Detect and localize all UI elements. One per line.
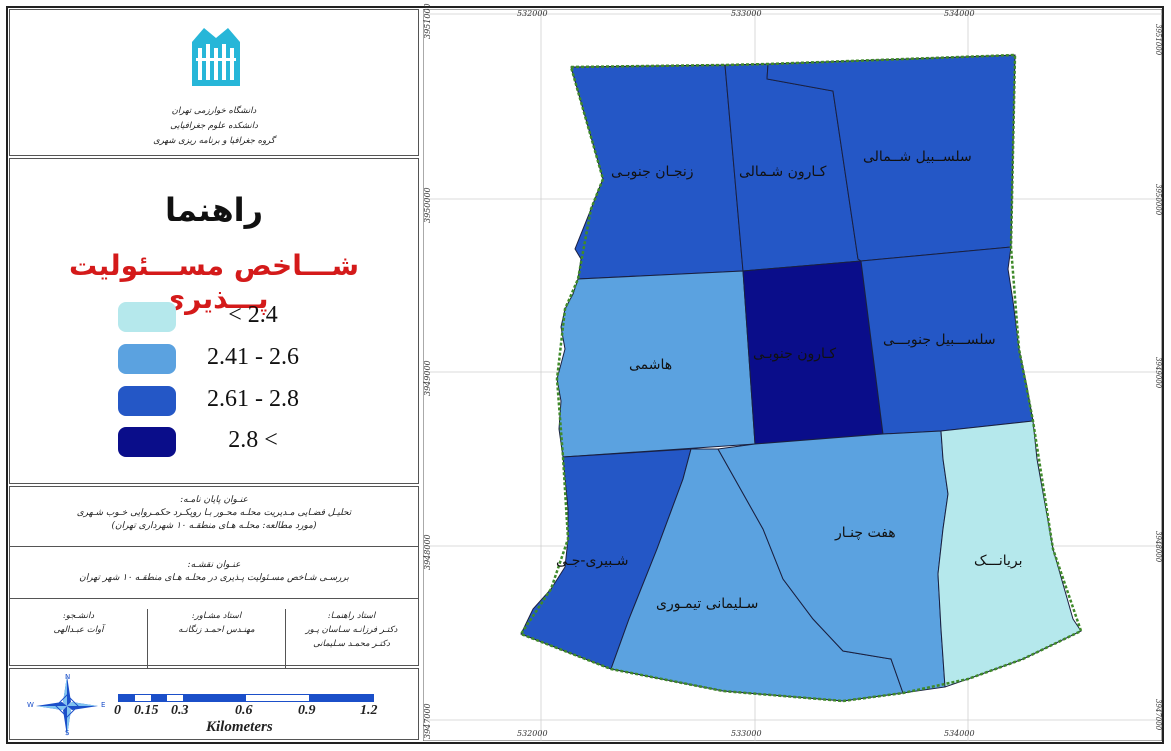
supervisor-box: استاد راهنمـا: دکتـر فرزانـه سـاسان پـور… — [284, 609, 419, 684]
label-hashemi: هاشمی — [629, 357, 673, 373]
legend-subtitle: شـــاخص مســـئولیت پـــذیری — [69, 249, 359, 315]
grid-x-top-2: 533000 — [731, 9, 762, 18]
label-salsabil-shomali: سلســبیل شــمالی — [863, 149, 972, 165]
thesis-line-2: (مورد مطالعه: محلـه هـای منطقـه ۱۰ شهردا… — [111, 521, 317, 531]
advisor-name: مهنـدس احمـد زنگانـه — [178, 625, 255, 635]
legend-title: راهنما — [164, 191, 264, 229]
advisor-box: استاد مشـاور: مهنـدس احمـد زنگانـه — [147, 609, 286, 684]
legend-swatch-4 — [118, 427, 176, 457]
legend-label-4: 2.8 < — [228, 427, 278, 453]
title-block-panel: دانشگاه خوارزمی تهران دانشکده علوم جغراف… — [9, 9, 419, 156]
thesis-title-box: عنـوان پایان نامـه: تحلیـل فضـایی مـدیری… — [10, 487, 418, 547]
scale-tick-1: 0.15 — [134, 703, 159, 718]
grid-x-top-1: 532000 — [517, 9, 548, 18]
grid-y-left-2: 3950000 — [423, 187, 432, 223]
legend-swatch-1 — [118, 302, 176, 332]
compass-rose-icon — [36, 676, 98, 736]
legend-label-2: 2.41 - 2.6 — [207, 344, 299, 370]
legend-label-1: < 2.4 — [228, 302, 278, 328]
label-karoun-shomali: کـارون شـمالی — [739, 164, 827, 180]
grid-y-left-5: 3947000 — [423, 703, 432, 739]
info-panel: عنـوان پایان نامـه: تحلیـل فضـایی مـدیری… — [9, 486, 419, 684]
label-shobeiri-ji: شـبیری-جـی — [556, 553, 629, 569]
scale-tick-5: 1.2 — [360, 703, 378, 718]
grid-y-right-5: 3947000 — [1154, 699, 1162, 731]
scale-bar — [118, 694, 374, 702]
legend-swatch-2 — [118, 344, 176, 374]
legend-label-3: 2.61 - 2.8 — [207, 386, 299, 412]
map-title-heading: عنـوان نقشـه: — [187, 560, 241, 570]
thesis-line-1: تحلیـل فضـایی مـدیریت محلـه محـور بـا رو… — [76, 508, 352, 518]
legend-panel: راهنما شـــاخص مســـئولیت پـــذیری < 2.4… — [9, 158, 419, 484]
student-name: آوات عبـدالهی — [53, 625, 104, 635]
grid-y-right-3: 3949000 — [1154, 357, 1162, 389]
label-salsabil-jonoubi: سلســـبیل جنوبـــی — [883, 332, 996, 348]
faculty-name: دانشکده علوم جغرافیایی — [170, 121, 258, 131]
grid-x-bottom-2: 533000 — [731, 729, 762, 738]
legend-swatch-3 — [118, 386, 176, 416]
university-logo — [192, 28, 240, 86]
grid-y-left-4: 3948000 — [423, 534, 432, 570]
label-baryanak: بریانـــک — [974, 553, 1023, 569]
grid-x-bottom-3: 534000 — [944, 729, 975, 738]
student-role: دانشـجو: — [62, 611, 95, 621]
university-name: دانشگاه خوارزمی تهران — [171, 106, 257, 116]
advisor-role: استاد مشـاور: — [191, 611, 242, 621]
thesis-heading: عنـوان پایان نامـه: — [180, 495, 248, 505]
grid-y-left-3: 3949000 — [423, 360, 432, 396]
grid-x-top-3: 534000 — [944, 9, 975, 18]
label-soleimani-teymouri: سـلیمانی تیمـوری — [656, 596, 759, 612]
student-box: دانشـجو: آوات عبـدالهی — [10, 609, 147, 684]
map-title-box: عنـوان نقشـه: بررسـی شـاخص مسـئولیت پـذی… — [10, 547, 418, 599]
scale-tick-4: 0.9 — [298, 703, 316, 718]
neighborhood-map — [423, 9, 1162, 741]
grid-y-left-1: 3951000 — [423, 3, 432, 39]
label-haft-chenar: هفت چنـار — [835, 525, 896, 541]
supervisor-role: استاد راهنمـا: — [327, 611, 376, 621]
scale-unit: Kilometers — [206, 719, 273, 735]
compass-east-label: E — [101, 701, 106, 709]
label-karoun-jonoubi: کـارون جنوبـی — [753, 346, 837, 362]
scale-tick-0: 0 — [114, 703, 121, 718]
supervisor-name-2: دکتـر محمـد سـلیمانی — [313, 639, 390, 649]
compass-south-label: S — [65, 729, 70, 737]
scale-panel: N S W E 0 0.15 0.3 0.6 0.9 1.2 Kilometer… — [9, 668, 419, 740]
scale-tick-2: 0.3 — [171, 703, 189, 718]
supervisor-name-1: دکتـر فرزانـه سـاسان پـور — [305, 625, 398, 635]
grid-y-right-1: 3951000 — [1154, 24, 1162, 56]
grid-y-right-2: 3950000 — [1154, 184, 1162, 216]
map-frame — [6, 6, 1164, 744]
compass-north-label: N — [65, 673, 71, 681]
department-name: گروه جغرافیا و برنامه ریزی شهری — [153, 136, 275, 146]
grid-x-bottom-1: 532000 — [517, 729, 548, 738]
map-title-line-1: بررسـی شـاخص مسـئولیت پـذیری در محلـه هـ… — [79, 573, 349, 583]
grid-y-right-4: 3948000 — [1154, 531, 1162, 563]
compass-west-label: W — [27, 701, 34, 709]
label-zanjan-jonoubi: زنجـان جنوبـی — [611, 164, 694, 180]
map-area: 532000 533000 534000 532000 533000 53400… — [423, 3, 1162, 741]
scale-tick-3: 0.6 — [235, 703, 253, 718]
